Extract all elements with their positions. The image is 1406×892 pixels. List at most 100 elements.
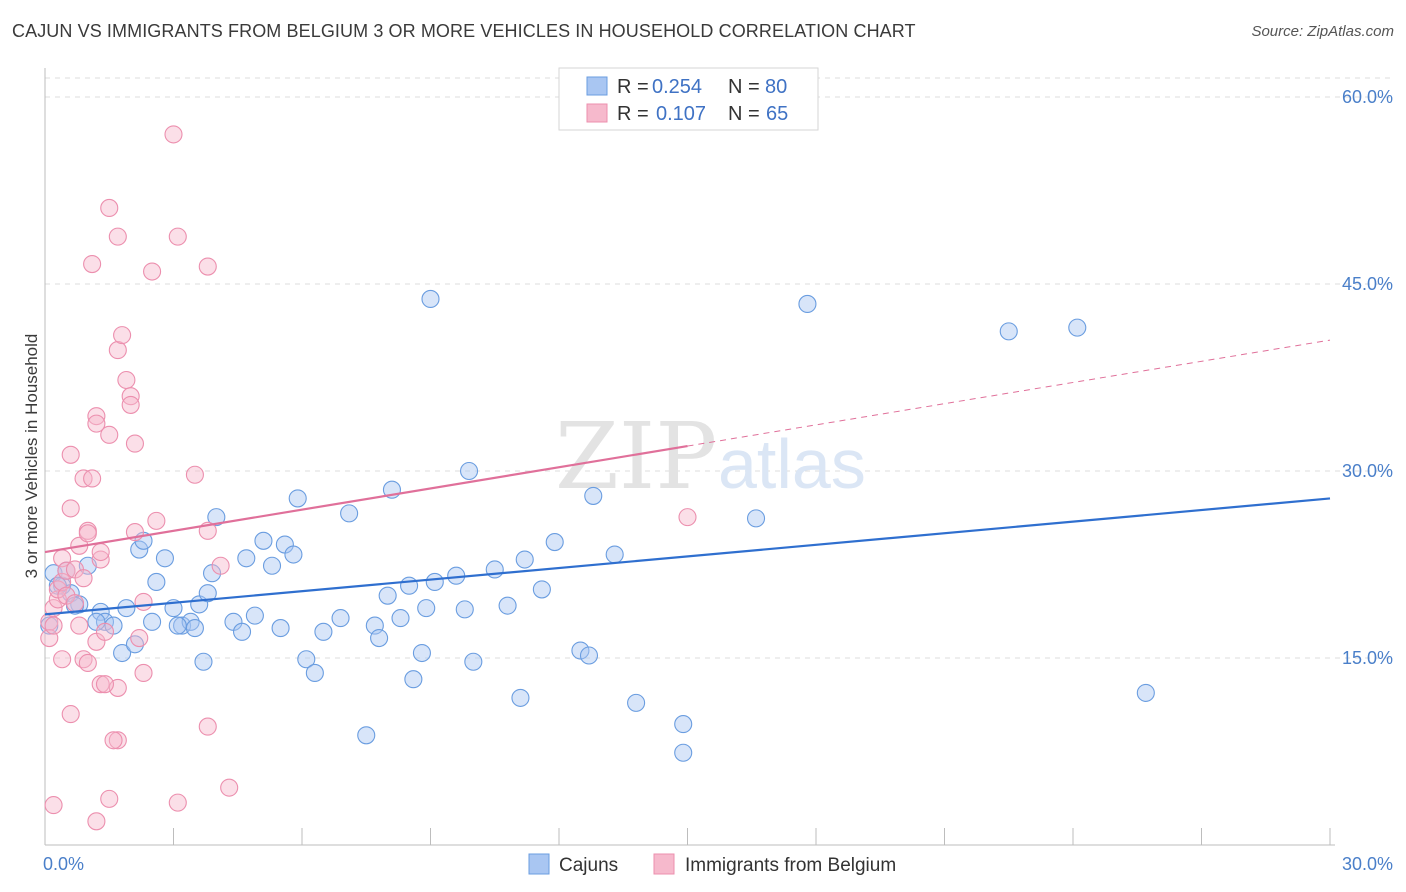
grid-lines — [45, 77, 1392, 659]
cajun-point — [130, 540, 149, 559]
cajun-point — [237, 549, 256, 568]
cajun-point — [459, 461, 479, 481]
legend-n-value: 65 — [766, 103, 788, 125]
cajun-point — [417, 599, 436, 618]
cajun-point — [113, 643, 132, 663]
axes — [44, 68, 1335, 846]
belgium-point — [134, 592, 153, 611]
x-tick-labels: 0.0% 30.0% — [43, 854, 1393, 874]
cajun-point — [245, 606, 264, 625]
watermark-zip: ZIP — [555, 403, 717, 510]
cajun-trend-line — [44, 497, 1331, 616]
belgium-trend-line — [44, 444, 688, 554]
top-legend: R = 0.254 N = 80 R = 0.107 N = 65 — [558, 67, 819, 131]
belgium-point — [220, 778, 239, 797]
bottom-legend-swatch-belgium — [653, 853, 675, 875]
belgium-point — [108, 341, 127, 360]
cajun-point — [1136, 683, 1155, 702]
cajun-point — [532, 580, 551, 599]
belgium-point — [87, 414, 106, 433]
y-tick-label: 15.0% — [1342, 648, 1393, 668]
belgium-point — [61, 705, 80, 724]
belgium-trend-line-dashed — [687, 339, 1331, 447]
cajun-point — [185, 619, 204, 638]
belgium-point — [91, 542, 110, 562]
belgium-point — [95, 675, 115, 694]
cajun-point — [412, 643, 431, 663]
cajun-point — [674, 743, 693, 762]
cajun-point — [314, 622, 333, 641]
belgium-point — [164, 125, 183, 144]
belgium-point — [108, 731, 127, 750]
cajun-point — [262, 556, 282, 575]
cajun-point — [1068, 318, 1087, 337]
y-tick-label: 30.0% — [1342, 461, 1393, 481]
belgium-point — [65, 594, 85, 613]
belgium-point — [147, 511, 166, 530]
watermark-atlas: atlas — [718, 425, 866, 503]
belgium-point — [198, 257, 217, 276]
cajun-point — [168, 616, 187, 635]
belgium-point — [100, 198, 119, 218]
belgium-point — [95, 622, 115, 641]
cajun-point — [485, 560, 504, 579]
belgium-point — [121, 395, 140, 414]
bottom-legend-swatch-cajuns — [528, 853, 550, 875]
belgium-point — [53, 572, 72, 592]
x-tick-label: 0.0% — [43, 854, 84, 874]
cajun-point — [305, 663, 324, 683]
belgium-point — [44, 616, 63, 635]
cajun-point — [400, 576, 419, 595]
cajun-point — [194, 652, 213, 671]
source-label: Source: ZipAtlas.com — [1251, 23, 1394, 40]
cajun-point — [746, 509, 766, 528]
bottom-legend: Cajuns Immigrants from Belgium — [528, 853, 896, 876]
belgium-point — [48, 590, 67, 609]
cajun-point — [515, 550, 534, 569]
y-axis-label: 3 or more Vehicles in Household — [22, 334, 41, 579]
belgium-point — [53, 650, 72, 669]
cajun-point — [357, 726, 376, 745]
bottom-legend-label-belgium: Immigrants from Belgium — [685, 855, 896, 876]
legend-n-value: 80 — [765, 76, 787, 98]
belgium-point — [78, 524, 97, 543]
cajun-point — [584, 486, 603, 505]
y-tick-labels: 15.0% 30.0% 45.0% 60.0% — [1342, 87, 1393, 668]
cajun-point — [425, 572, 444, 592]
belgium-point — [91, 550, 110, 569]
cajun-point — [155, 549, 174, 568]
cajun-point — [271, 619, 290, 638]
belgium-point — [143, 262, 162, 281]
cajun-point — [798, 294, 817, 313]
x-tick-label: 30.0% — [1342, 854, 1393, 874]
belgium-point — [87, 407, 106, 426]
cajun-point — [91, 602, 110, 621]
cajun-point — [143, 612, 162, 631]
cajun-point — [579, 646, 599, 665]
cajun-point — [207, 508, 226, 527]
cajun-point — [254, 531, 273, 550]
belgium-point — [108, 227, 127, 246]
cajun-point — [198, 584, 217, 603]
cajun-point — [605, 545, 624, 564]
trend-lines — [44, 339, 1331, 616]
cajun-point — [511, 688, 530, 707]
belgium-point — [70, 616, 89, 635]
belgium-point — [168, 793, 187, 812]
belgium-point — [74, 569, 93, 588]
cajun-point — [498, 596, 517, 615]
belgium-point — [61, 499, 80, 518]
legend-r-value: 0.107 — [656, 103, 706, 125]
belgium-point — [125, 434, 144, 453]
legend-r-value: 0.254 — [652, 76, 702, 98]
cajun-point — [674, 715, 693, 734]
chart-title: CAJUN VS IMMIGRANTS FROM BELGIUM 3 OR MO… — [12, 21, 916, 41]
cajun-point — [464, 652, 483, 671]
data-points — [40, 125, 1155, 831]
bottom-legend-label-cajuns: Cajuns — [559, 855, 618, 876]
legend-r-label: R = — [617, 76, 649, 98]
belgium-point — [100, 789, 119, 808]
belgium-point — [83, 255, 102, 274]
cajun-point — [288, 489, 307, 508]
